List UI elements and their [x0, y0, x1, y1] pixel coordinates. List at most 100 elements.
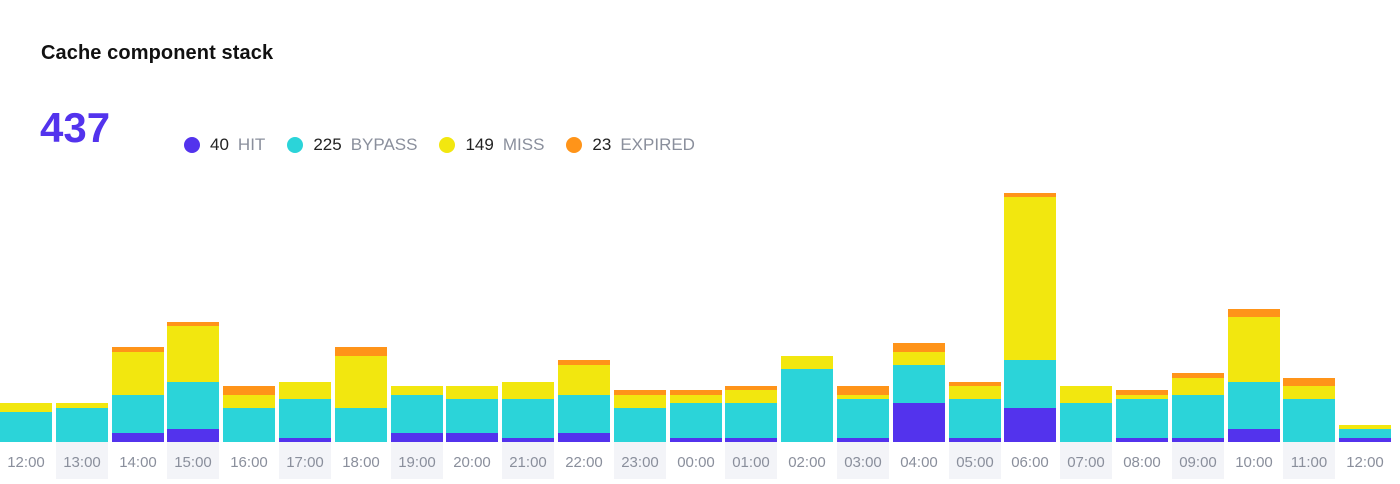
- legend-item-hit[interactable]: 40 HIT: [184, 135, 265, 155]
- bar-segment-bypass: [0, 411, 52, 442]
- bar-16[interactable]: [893, 343, 945, 442]
- bar-10[interactable]: [558, 360, 610, 442]
- x-tick-label: 13:00: [56, 442, 108, 479]
- bar-segment-hit: [837, 437, 889, 442]
- bar-segment-miss: [167, 325, 219, 382]
- bar-segment-miss: [112, 351, 164, 395]
- legend-item-expired[interactable]: 23 EXPIRED: [566, 135, 695, 155]
- bar-3[interactable]: [167, 321, 219, 442]
- x-tick-label: 11:00: [1283, 442, 1335, 479]
- x-tick-label: 21:00: [502, 442, 554, 479]
- bar-17[interactable]: [949, 381, 1001, 442]
- legend-label: EXPIRED: [620, 135, 695, 154]
- bar-2[interactable]: [112, 347, 164, 442]
- legend-value: 149: [465, 135, 494, 154]
- bar-segment-bypass: [1172, 394, 1224, 438]
- bar-segment-hit: [502, 437, 554, 442]
- legend-value: 23: [592, 135, 612, 154]
- bar-segment-miss: [1060, 386, 1112, 404]
- bar-12[interactable]: [670, 390, 722, 442]
- bar-segment-hit: [1339, 437, 1391, 442]
- bar-segment-expired: [725, 386, 777, 391]
- bar-segment-bypass: [56, 407, 108, 442]
- bar-segment-expired: [335, 347, 387, 357]
- x-tick-label: 22:00: [565, 454, 603, 471]
- x-tick-label: 00:00: [677, 454, 715, 471]
- bar-segment-hit: [558, 433, 610, 442]
- chart-plot-area: [0, 150, 1400, 442]
- bar-segment-miss: [1339, 424, 1391, 430]
- bar-segment-miss: [1004, 196, 1056, 361]
- bar-21[interactable]: [1172, 373, 1224, 442]
- bar-segment-bypass: [614, 407, 666, 442]
- bar-8[interactable]: [446, 386, 498, 442]
- bar-11[interactable]: [614, 390, 666, 442]
- x-tick-label: 07:00: [1060, 442, 1112, 479]
- bar-22[interactable]: [1228, 308, 1280, 442]
- x-tick-label: 08:00: [1123, 454, 1161, 471]
- bar-segment-expired: [1004, 192, 1056, 197]
- bar-segment-bypass: [502, 399, 554, 438]
- bar-segment-hit: [893, 403, 945, 442]
- legend-item-miss[interactable]: 149 MISS: [439, 135, 544, 155]
- bar-13[interactable]: [725, 386, 777, 442]
- bar-segment-miss: [1228, 317, 1280, 382]
- bar-segment-bypass: [1339, 429, 1391, 438]
- bar-24[interactable]: [1339, 424, 1391, 442]
- x-tick-label: 19:00: [391, 442, 443, 479]
- bar-segment-miss: [391, 386, 443, 395]
- bar-segment-expired: [1228, 308, 1280, 318]
- bar-segment-bypass: [167, 381, 219, 430]
- bar-segment-miss: [837, 394, 889, 400]
- bar-segment-miss: [279, 381, 331, 400]
- bar-segment-hit: [279, 437, 331, 442]
- bar-1[interactable]: [56, 403, 108, 442]
- bar-0[interactable]: [0, 403, 52, 442]
- bar-7[interactable]: [391, 386, 443, 442]
- bar-9[interactable]: [502, 381, 554, 442]
- x-tick-label: 15:00: [167, 442, 219, 479]
- bar-4[interactable]: [223, 386, 275, 442]
- bar-19[interactable]: [1060, 386, 1112, 442]
- bar-5[interactable]: [279, 381, 331, 442]
- bar-segment-hit: [112, 433, 164, 442]
- bar-segment-hit: [949, 437, 1001, 442]
- bar-segment-miss: [1283, 386, 1335, 399]
- bar-6[interactable]: [335, 347, 387, 442]
- x-tick-label: 12:00: [7, 454, 45, 471]
- expired-dot-icon: [566, 137, 583, 153]
- bar-segment-miss: [0, 403, 52, 412]
- x-tick-label: 16:00: [230, 454, 268, 471]
- bar-segment-expired: [949, 381, 1001, 387]
- bar-15[interactable]: [837, 386, 889, 442]
- x-tick-label: 18:00: [342, 454, 380, 471]
- bar-segment-miss: [223, 394, 275, 408]
- bar-segment-bypass: [949, 399, 1001, 438]
- bar-segment-hit: [725, 437, 777, 442]
- bar-segment-expired: [112, 347, 164, 352]
- x-tick-label: 01:00: [725, 442, 777, 479]
- legend-label: BYPASS: [350, 135, 418, 154]
- bar-segment-hit: [167, 429, 219, 442]
- x-axis: 12:00 13:00 14:00 15:00 16:00 17:00 18:00 19:00…: [0, 442, 1400, 479]
- legend-item-bypass[interactable]: 225 BYPASS: [287, 135, 417, 155]
- bar-segment-bypass: [1060, 403, 1112, 442]
- bar-14[interactable]: [781, 356, 833, 442]
- bar-segment-miss: [502, 381, 554, 400]
- bar-20[interactable]: [1116, 390, 1168, 442]
- x-tick-label: 20:00: [453, 454, 491, 471]
- bar-18[interactable]: [1004, 192, 1056, 442]
- bar-segment-bypass: [446, 399, 498, 434]
- bar-segment-miss: [670, 394, 722, 404]
- total-count: 437: [40, 104, 111, 151]
- bar-segment-hit: [1172, 437, 1224, 442]
- bar-segment-bypass: [781, 368, 833, 442]
- x-tick-label: 05:00: [949, 442, 1001, 479]
- bar-segment-expired: [1172, 373, 1224, 378]
- bar-segment-bypass: [558, 394, 610, 434]
- bar-segment-expired: [167, 321, 219, 326]
- x-tick-label: 02:00: [788, 454, 826, 471]
- bar-23[interactable]: [1283, 377, 1335, 442]
- bar-segment-bypass: [893, 364, 945, 404]
- bar-segment-bypass: [837, 399, 889, 438]
